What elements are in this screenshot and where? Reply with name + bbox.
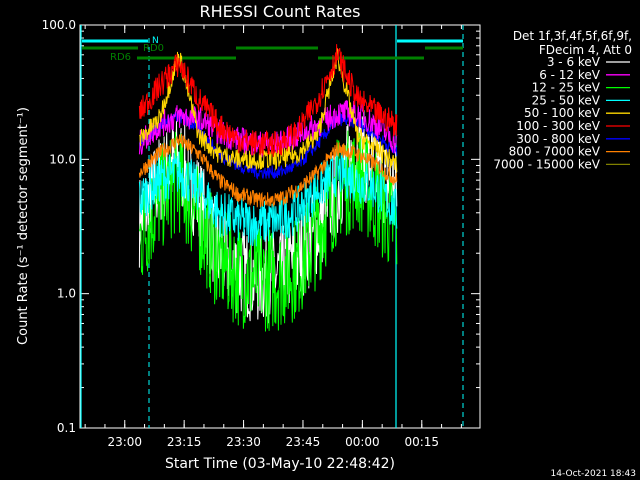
legend: Det 1f,3f,4f,5f,6f,9f, FDecim 4, Att 0 3…	[493, 29, 632, 171]
timestamp: 14-Oct-2021 18:43	[551, 469, 636, 479]
x-tick-label: 23:45	[286, 435, 321, 449]
series-line-25-50keV	[138, 150, 398, 247]
legend-header-line-2: FDecim 4, Att 0	[539, 43, 632, 57]
series-line-800-7000keV	[138, 134, 398, 208]
series-line-12-25keV	[138, 130, 398, 332]
x-tick-label: 00:15	[404, 435, 439, 449]
y-axis-label: Count Rate (s⁻¹ detector segment⁻¹)	[16, 107, 31, 345]
x-tick-label: 23:15	[167, 435, 202, 449]
y-tick-label: 0.1	[57, 421, 76, 435]
legend-entry-label: 800 - 7000 keV	[509, 145, 601, 159]
legend-entry-label: 7000 - 15000 keV	[493, 157, 600, 171]
legend-entry-label: 300 - 800 keV	[516, 132, 600, 146]
y-tick-label: 100.0	[42, 18, 76, 32]
x-tick-label: 23:30	[226, 435, 261, 449]
legend-entry-label: 100 - 300 keV	[516, 119, 600, 133]
flag-label: N	[152, 36, 159, 46]
legend-entry-label: 25 - 50 keV	[532, 93, 601, 107]
series-layer	[138, 44, 398, 332]
plot-axes: 0.1 1.0 10.0 100.0 23:00 23:15 23:30 23:45 00:00…	[42, 18, 481, 449]
y-tick-label: 1.0	[57, 287, 76, 301]
y-tick-label: 10.0	[49, 152, 76, 166]
chart-title: RHESSI Count Rates	[200, 2, 361, 21]
flag-label: RD0	[143, 43, 164, 54]
legend-entry-label: 3 - 6 keV	[547, 55, 601, 69]
x-tick-label: 00:00	[345, 435, 380, 449]
legend-entry-label: 6 - 12 keV	[539, 68, 601, 82]
legend-entry-label: 50 - 100 keV	[524, 106, 601, 120]
plot-frame	[79, 24, 481, 429]
x-axis-label: Start Time (03-May-10 22:48:42)	[165, 456, 395, 472]
legend-header-line-1: Det 1f,3f,4f,5f,6f,9f,	[513, 29, 632, 43]
flag-label: RD6	[110, 52, 131, 63]
series-line-100-300keV	[138, 44, 398, 158]
legend-entry-label: 12 - 25 keV	[532, 81, 601, 95]
x-tick-label: 23:00	[107, 435, 142, 449]
